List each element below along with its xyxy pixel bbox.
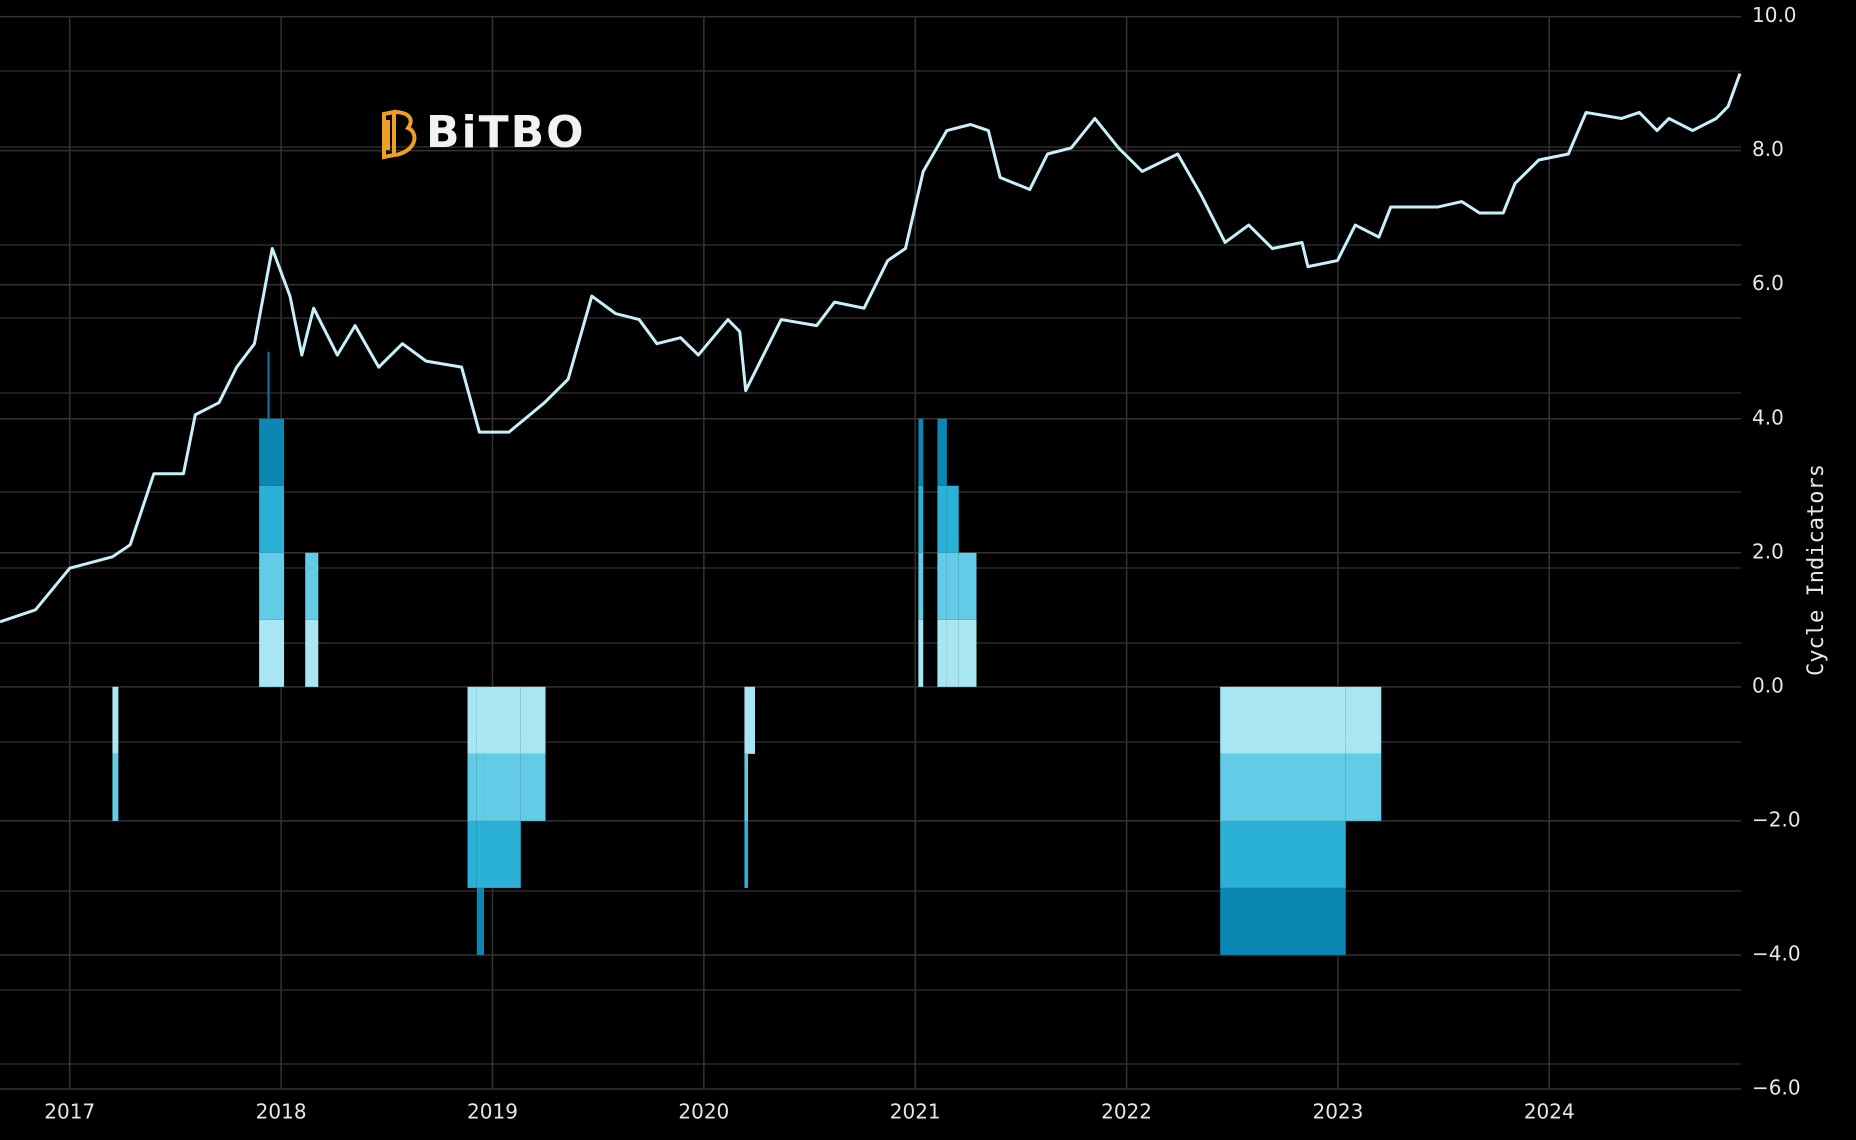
indicator-segment <box>946 619 959 687</box>
y-tick-label: 0.0 <box>1752 673 1784 697</box>
logo: BiTBO <box>382 107 586 160</box>
indicator-segment <box>520 753 546 821</box>
indicator-segment <box>937 552 947 620</box>
indicator-segment <box>1220 686 1346 754</box>
indicator-segment <box>259 552 285 620</box>
indicator-segment <box>112 686 119 754</box>
y-tick-label: 8.0 <box>1752 137 1784 161</box>
y-tick-label: 6.0 <box>1752 271 1784 295</box>
x-tick-label: 2017 <box>44 1100 95 1124</box>
indicator-segment <box>744 686 749 754</box>
indicator-segment <box>937 485 947 553</box>
secondary-grid <box>0 70 1741 1065</box>
indicator-segment <box>305 552 319 620</box>
indicator-segment <box>484 686 521 754</box>
indicator-segment <box>958 619 977 687</box>
indicator-segment <box>267 552 270 620</box>
y-tick-label: −2.0 <box>1752 807 1801 831</box>
indicator-segment <box>267 485 270 553</box>
x-tick-label: 2019 <box>467 1100 518 1124</box>
y-axis-label: Cycle Indicators <box>1804 464 1829 676</box>
indicator-segment <box>259 619 285 687</box>
logo-icon <box>382 109 417 160</box>
x-tick-label: 2020 <box>678 1100 729 1124</box>
indicator-segment <box>484 820 521 888</box>
indicator-segment <box>946 552 959 620</box>
indicator-segment <box>748 686 755 754</box>
indicator-segment <box>946 485 959 553</box>
indicator-segment <box>267 351 270 419</box>
indicator-segment <box>484 753 521 821</box>
indicator-segment <box>918 552 924 620</box>
indicator-segment <box>1345 686 1382 754</box>
indicator-segment <box>467 686 477 754</box>
indicator-segment <box>1220 820 1346 888</box>
indicator-segment <box>267 619 270 687</box>
y-tick-label: 4.0 <box>1752 405 1784 429</box>
indicator-segment <box>476 753 485 821</box>
indicator-segment <box>476 887 485 955</box>
indicator-segment <box>267 418 270 486</box>
indicator-segment <box>1220 753 1346 821</box>
indicator-segment <box>467 753 477 821</box>
indicator-segment <box>476 686 485 754</box>
bars <box>112 351 1382 955</box>
indicator-segment <box>520 686 546 754</box>
indicator-segment <box>744 820 749 888</box>
y-tick-label: −4.0 <box>1752 941 1801 965</box>
indicator-segment <box>918 619 924 687</box>
indicator-segment <box>1220 887 1346 955</box>
indicator-segment <box>259 485 285 553</box>
price-line <box>0 73 1742 624</box>
y-tick-label: 10.0 <box>1752 3 1797 27</box>
indicator-segment <box>918 418 924 486</box>
x-tick-label: 2021 <box>890 1100 941 1124</box>
indicator-segment <box>937 418 947 486</box>
x-tick-label: 2018 <box>256 1100 307 1124</box>
indicator-segment <box>937 619 947 687</box>
x-tick-label: 2023 <box>1312 1100 1363 1124</box>
indicator-segment <box>744 753 749 821</box>
y-tick-label: −6.0 <box>1752 1076 1801 1100</box>
watermark: BiTBO <box>426 107 586 158</box>
x-tick-label: 2022 <box>1101 1100 1152 1124</box>
indicator-segment <box>112 753 119 821</box>
indicator-segment <box>305 619 319 687</box>
y-tick-label: 2.0 <box>1752 539 1784 563</box>
indicator-segment <box>259 418 285 486</box>
indicator-segment <box>1345 753 1382 821</box>
indicator-segment <box>918 485 924 553</box>
grid <box>0 15 1741 1090</box>
x-tick-label: 2024 <box>1524 1100 1575 1124</box>
indicator-segment <box>476 820 485 888</box>
indicator-segment <box>958 552 977 620</box>
indicator-segment <box>467 820 477 888</box>
line-layer <box>0 73 1742 624</box>
